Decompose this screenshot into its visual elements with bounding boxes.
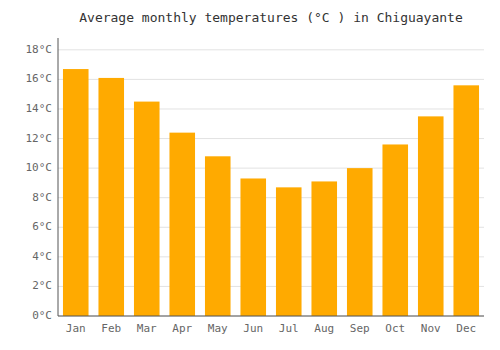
y-tick-label: 14°C <box>26 102 53 115</box>
bar <box>418 116 444 316</box>
x-tick-label: Mar <box>137 322 157 335</box>
bar <box>169 133 195 316</box>
bar <box>276 187 302 316</box>
y-tick-label: 4°C <box>32 250 52 263</box>
y-tick-label: 8°C <box>32 191 52 204</box>
grid-line <box>58 49 484 50</box>
x-tick-label: Apr <box>172 322 192 335</box>
bar <box>453 85 479 316</box>
bars <box>63 69 479 316</box>
y-tick-label: 18°C <box>26 43 53 56</box>
y-tick-label: 16°C <box>26 72 53 85</box>
x-tick-label: Aug <box>314 322 334 335</box>
x-tick-label: Jan <box>66 322 86 335</box>
bar <box>311 181 337 316</box>
title: Average monthly temperatures (°C ) in Ch… <box>79 10 463 25</box>
x-axis-line <box>58 316 484 317</box>
bar <box>63 69 89 316</box>
x-tick-label: Sep <box>350 322 370 335</box>
bar <box>205 156 231 316</box>
bar <box>134 102 160 316</box>
y-tick-label: 2°C <box>32 279 52 292</box>
y-axis-line <box>58 38 59 316</box>
x-tick-label: Oct <box>385 322 405 335</box>
grid-line <box>58 316 484 317</box>
x-tick-label: Nov <box>421 322 441 335</box>
x-tick-label: Jun <box>243 322 263 335</box>
x-tick-label: Jul <box>279 322 299 335</box>
x-tick-label: Dec <box>456 322 476 335</box>
y-tick-label: 12°C <box>26 132 53 145</box>
y-tick-label: 0°C <box>32 309 52 322</box>
chart: 0°C 2°C 4°C 6°C 8°C 10°C 12°C 14°C 16°C 18°C Jan Fe… <box>0 0 500 350</box>
y-tick-label: 6°C <box>32 220 52 233</box>
bar <box>347 168 373 316</box>
bar <box>98 78 124 316</box>
y-tick-label: 10°C <box>26 161 53 174</box>
x-tick-label: May <box>208 322 228 335</box>
bar <box>240 178 266 316</box>
bar <box>382 144 408 316</box>
x-tick-label: Feb <box>101 322 121 335</box>
